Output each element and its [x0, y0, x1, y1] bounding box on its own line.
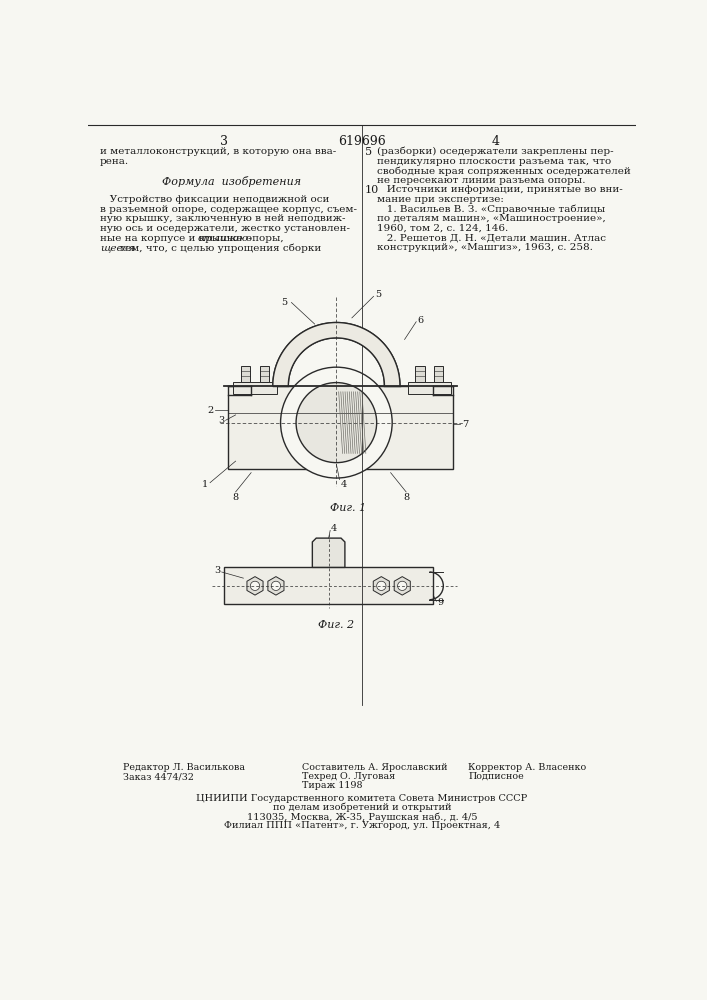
Text: щееся: щееся: [100, 243, 135, 252]
Text: по деталям машин», «Машиностроение»,: по деталям машин», «Машиностроение»,: [377, 214, 605, 223]
Text: пендикулярно плоскости разъема так, что: пендикулярно плоскости разъема так, что: [377, 157, 611, 166]
Text: 1: 1: [202, 480, 209, 489]
Text: Фиг. 1: Фиг. 1: [330, 503, 366, 513]
Polygon shape: [268, 577, 284, 595]
Text: ЦНИИПИ Государственного комитета Совета Министров СССР: ЦНИИПИ Государственного комитета Совета …: [197, 794, 527, 803]
Text: в разъемной опоре, содержащее корпус, съем-: в разъемной опоре, содержащее корпус, съ…: [100, 205, 357, 214]
Text: Корректор А. Власенко: Корректор А. Власенко: [468, 763, 586, 772]
Text: 619696: 619696: [338, 135, 386, 148]
Text: Филиал ППП «Патент», г. Ужгород, ул. Проектная, 4: Филиал ППП «Патент», г. Ужгород, ул. Про…: [224, 821, 500, 830]
Text: (разборки) оседержатели закреплены пер-: (разборки) оседержатели закреплены пер-: [377, 147, 613, 156]
Text: 3: 3: [214, 566, 220, 575]
Text: отличаю-: отличаю-: [197, 234, 252, 243]
Text: 8: 8: [403, 493, 409, 502]
Text: Редактор Л. Василькова: Редактор Л. Василькова: [123, 763, 245, 772]
Text: 10: 10: [365, 185, 379, 195]
Text: 2. Решетов Д. Н. «Детали машин. Атлас: 2. Решетов Д. Н. «Детали машин. Атлас: [377, 234, 606, 243]
Text: Фиг. 2: Фиг. 2: [318, 620, 354, 630]
Circle shape: [377, 581, 386, 590]
Text: Заказ 4474/32: Заказ 4474/32: [123, 772, 194, 781]
Text: 4: 4: [331, 524, 337, 533]
Text: Техред О. Луговая: Техред О. Луговая: [301, 772, 395, 781]
Text: не пересекают линии разъема опоры.: не пересекают линии разъема опоры.: [377, 176, 585, 185]
Polygon shape: [273, 323, 400, 386]
Text: тем, что, с целью упрощения сборки: тем, что, с целью упрощения сборки: [116, 243, 321, 253]
Text: 5: 5: [365, 147, 372, 157]
Text: Источники информации, принятые во вни-: Источники информации, принятые во вни-: [377, 185, 622, 194]
Text: ные на корпусе и крышке опоры,: ные на корпусе и крышке опоры,: [100, 234, 287, 243]
Text: 9: 9: [437, 598, 443, 607]
Text: конструкций», «Машгиз», 1963, с. 258.: конструкций», «Машгиз», 1963, с. 258.: [377, 243, 592, 252]
Circle shape: [271, 581, 281, 590]
Text: Тираж 1198: Тираж 1198: [301, 781, 362, 790]
Text: 5: 5: [375, 290, 381, 299]
Polygon shape: [312, 538, 345, 567]
Text: 3: 3: [218, 416, 224, 425]
Bar: [241, 366, 250, 382]
Text: 3: 3: [220, 135, 228, 148]
Text: 1960, том 2, с. 124, 146.: 1960, том 2, с. 124, 146.: [377, 224, 508, 233]
Text: 4: 4: [340, 480, 346, 489]
Text: 113035, Москва, Ж-35, Раушская наб., д. 4/5: 113035, Москва, Ж-35, Раушская наб., д. …: [247, 812, 477, 822]
Text: 7: 7: [462, 420, 468, 429]
Bar: [408, 382, 451, 394]
Bar: [434, 366, 443, 382]
Text: 2: 2: [208, 406, 214, 415]
Text: Устройство фиксации неподвижной оси: Устройство фиксации неподвижной оси: [100, 195, 329, 204]
Bar: [259, 366, 269, 382]
Text: 5: 5: [281, 298, 288, 307]
Polygon shape: [247, 577, 263, 595]
Text: рена.: рена.: [100, 157, 129, 166]
Text: свободные края сопряженных оседержателей: свободные края сопряженных оседержателей: [377, 166, 631, 176]
Text: Подписное: Подписное: [468, 772, 524, 781]
Text: 8: 8: [233, 493, 239, 502]
Polygon shape: [373, 577, 390, 595]
Circle shape: [296, 383, 377, 463]
Polygon shape: [395, 577, 410, 595]
Text: Формула  изобретения: Формула изобретения: [162, 176, 301, 187]
Circle shape: [281, 367, 392, 478]
Text: Составитель А. Ярославский: Составитель А. Ярославский: [301, 763, 447, 772]
Text: 6: 6: [418, 316, 424, 325]
Text: 4: 4: [491, 135, 499, 148]
Text: ную ось и оседержатели, жестко установлен-: ную ось и оседержатели, жестко установле…: [100, 224, 350, 233]
Text: ную крышку, заключенную в ней неподвиж-: ную крышку, заключенную в ней неподвиж-: [100, 214, 346, 223]
Bar: [228, 386, 452, 469]
Bar: [416, 366, 425, 382]
Text: мание при экспертизе:: мание при экспертизе:: [377, 195, 503, 204]
Text: по делам изобретений и открытий: по делам изобретений и открытий: [273, 803, 451, 812]
Bar: [224, 567, 433, 604]
Circle shape: [250, 581, 259, 590]
Circle shape: [397, 581, 407, 590]
Text: 1. Васильев В. З. «Справочные таблицы: 1. Васильев В. З. «Справочные таблицы: [377, 205, 605, 214]
Bar: [233, 382, 276, 394]
Text: и металлоконструкций, в которую она вва-: и металлоконструкций, в которую она вва-: [100, 147, 337, 156]
